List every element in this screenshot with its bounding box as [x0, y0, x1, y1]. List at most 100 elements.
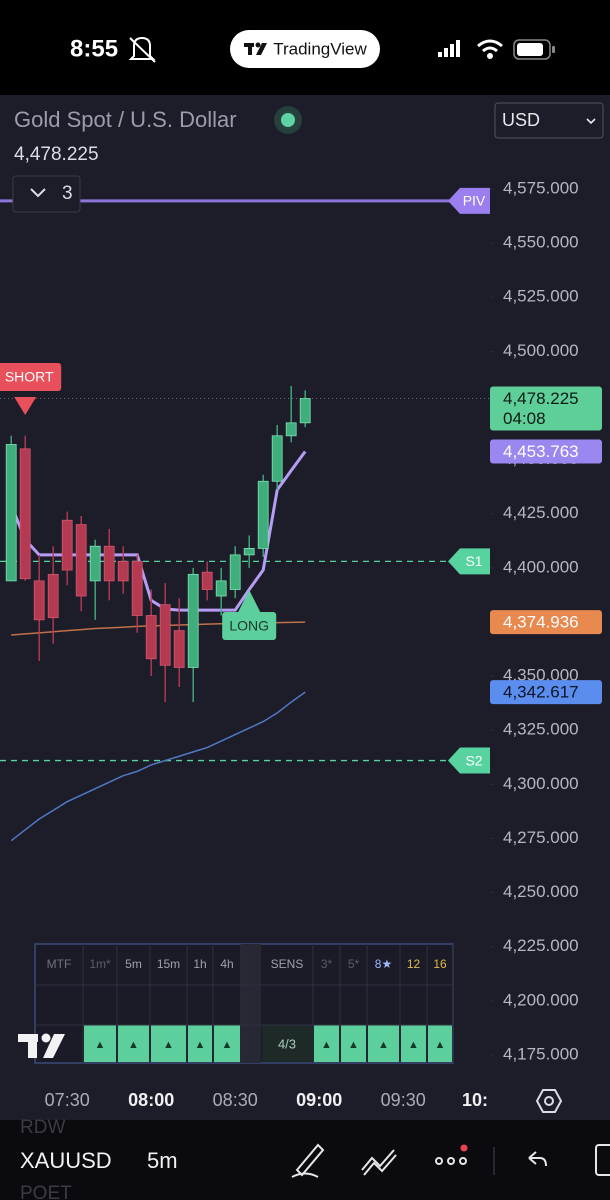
- signal-icon: [438, 40, 460, 57]
- signal-arrow: [238, 589, 261, 612]
- y-tick-label: 4,550.000: [503, 233, 579, 252]
- mtf-table: MTF 1m* ▲ 5m ▲ 15m ▲ 1h ▲ 4h ▲ SENS 4/3 3* ▲ 5* ▲ 8★ ▲ 12 ▲ 1…: [18, 943, 454, 1064]
- candle-body: [47, 573, 59, 619]
- candle-body: [159, 604, 171, 666]
- price-axis: 4,575.000 4,550.000 4,525.000 4,500.000 4,47…: [490, 178, 602, 1063]
- watchlist-next[interactable]: POET: [20, 1183, 72, 1200]
- settings-icon[interactable]: [535, 1089, 563, 1113]
- table-cell: [368, 1025, 399, 1062]
- undo[interactable]: [528, 1151, 547, 1167]
- table-header: 4h: [220, 957, 233, 971]
- candle-body: [173, 630, 185, 668]
- price-label-box: [490, 610, 602, 635]
- interval[interactable]: 5m: [147, 1148, 178, 1173]
- fullscreen[interactable]: [595, 1144, 610, 1176]
- y-tick-label: 4,525.000: [503, 287, 579, 306]
- y-tick-label: 4,300.000: [503, 774, 579, 793]
- candle-body: [299, 398, 311, 424]
- level-tag: [448, 548, 490, 575]
- candle-body: [103, 545, 115, 582]
- table-cell-label: 4/3: [278, 1036, 296, 1051]
- candle-body: [75, 524, 87, 597]
- signal-box: [222, 611, 277, 640]
- price-label-box: [490, 439, 602, 464]
- y-tick-label: 4,325.000: [503, 720, 579, 739]
- candle-body: [131, 560, 143, 616]
- y-tick-label: 4,175.000: [503, 1044, 579, 1063]
- signal-arrow: [14, 397, 37, 416]
- candle-body: [89, 545, 101, 582]
- table-cell: [262, 1025, 312, 1062]
- time-axis: 07:30 08:00 08:30 09:00 09:30 10:: [45, 1090, 488, 1110]
- x-tick-label: 08:30: [213, 1090, 258, 1110]
- price-label: 4,342.617: [503, 683, 579, 702]
- table-cell-label: ▲: [321, 1039, 332, 1051]
- candle-body: [117, 560, 129, 582]
- battery-icon: [513, 39, 555, 60]
- currency-chevron: [586, 118, 596, 125]
- market-status-dot: [281, 113, 295, 127]
- app-pill[interactable]: [230, 30, 380, 68]
- table-cell-label: ▲: [408, 1039, 419, 1051]
- y-tick-label: 4,200.000: [503, 990, 579, 1009]
- symbol[interactable]: XAUUSD: [20, 1148, 112, 1173]
- watchlist-prev[interactable]: RDW: [20, 1117, 65, 1138]
- candle-body: [257, 480, 269, 549]
- level-label: S2: [465, 752, 482, 768]
- table-cell: [341, 1025, 366, 1062]
- table-cell: [314, 1025, 339, 1062]
- candle-body: [5, 444, 17, 582]
- app-name: TradingView: [273, 39, 367, 58]
- candle-body: [187, 573, 199, 668]
- table-cell: [214, 1025, 240, 1062]
- currency: USD: [502, 110, 540, 130]
- table-cell: [151, 1025, 186, 1062]
- table-header: SENS: [271, 957, 304, 971]
- clock: 8:55: [70, 35, 118, 62]
- y-tick-label: 4,575.000: [503, 178, 579, 197]
- candle-body: [229, 554, 241, 590]
- table-cell-label: ▲: [95, 1039, 106, 1051]
- price-label: 4,374.936: [503, 613, 579, 632]
- y-tick-label: 4,425.000: [503, 503, 579, 522]
- table-header: MTF: [47, 957, 72, 971]
- table-cell: [118, 1025, 149, 1062]
- table-header: 16: [433, 957, 447, 971]
- table-cell-label: ▲: [222, 1039, 233, 1051]
- currency-select[interactable]: [494, 102, 604, 139]
- y-tick-label: 4,250.000: [503, 882, 579, 901]
- candle-body: [61, 519, 73, 571]
- wifi-icon: [477, 39, 503, 59]
- table-cell: [188, 1025, 212, 1062]
- indicator-tool[interactable]: [361, 1149, 397, 1176]
- price-label: 4,453.763: [503, 442, 579, 461]
- more-menu[interactable]: [435, 1157, 467, 1165]
- table-header: 15m: [157, 957, 180, 971]
- logo-stem: [28, 1034, 37, 1058]
- table-gap: [241, 944, 261, 1063]
- last-price: 4,478.225: [14, 144, 99, 165]
- table-header: 5*: [348, 957, 360, 971]
- y-tick-label: 4,500.000: [503, 341, 579, 360]
- table-header: 12: [407, 957, 421, 971]
- level-label: PIV: [463, 193, 486, 209]
- candle-body: [145, 615, 157, 660]
- notification-dot: [460, 1144, 468, 1152]
- chevron: [30, 188, 46, 198]
- y-tick-label: 4,350.000: [503, 666, 579, 685]
- candle-body: [33, 580, 45, 621]
- table-cell-label: ▲: [348, 1039, 359, 1051]
- y-tick-label: 4,275.000: [503, 828, 579, 847]
- table-cell-label: ▲: [378, 1039, 389, 1051]
- candle-body: [243, 547, 255, 556]
- indicators-toggle[interactable]: [12, 175, 81, 213]
- plot: SHORT LONG: [0, 199, 490, 842]
- signal-label: LONG: [229, 618, 269, 634]
- indicators-count: 3: [62, 183, 73, 204]
- draw-tool[interactable]: [291, 1143, 325, 1178]
- table-cell-label: ▲: [163, 1039, 174, 1051]
- level-tag: [448, 747, 490, 774]
- table-cell-label: ▲: [435, 1039, 446, 1051]
- y-tick-label: 4,400.000: [503, 557, 579, 576]
- x-tick-label: 09:00: [296, 1090, 342, 1110]
